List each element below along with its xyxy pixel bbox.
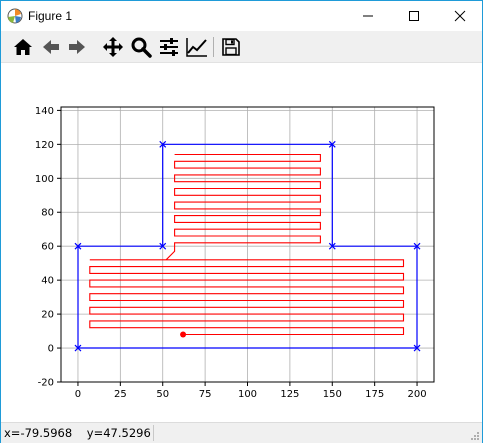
boundary-vertex-marker [74,344,82,352]
boundary-vertex-marker [328,140,336,148]
y-tick-label: 60 [41,242,54,253]
floppy-disk-icon [222,38,240,56]
y-tick-label: -20 [38,378,54,389]
x-tick-label: 200 [407,389,426,400]
home-button[interactable] [11,35,35,59]
navigation-toolbar [1,31,482,63]
status-divider [153,425,154,441]
cursor-coordinates: x=-79.5968 y=47.5296 [4,426,151,440]
y-tick-label: 100 [35,174,54,185]
figure-canvas[interactable]: 0 25 50 75 100 125 150 175 200 -20 0 20 40 60 80 100 120… [1,64,482,422]
maximize-icon [409,11,419,21]
title-bar[interactable]: Figure 1 [1,1,482,31]
y-tick-label: 120 [35,140,54,151]
window-title: Figure 1 [28,9,73,23]
boundary-vertex-marker [328,242,336,250]
x-tick-label: 100 [238,389,257,400]
arrow-left-icon [43,40,59,54]
home-icon [14,39,32,55]
y-tick-label: 0 [48,344,54,355]
zoom-button[interactable] [129,35,153,59]
x-tick-label: 25 [114,389,127,400]
toolbar-separator [213,37,214,57]
sliders-icon [160,38,178,56]
path-start-marker [180,331,187,338]
boundary-vertex-marker [413,242,421,250]
chart-line-icon [186,38,207,57]
forward-button[interactable] [65,35,89,59]
boundary-vertex-marker [159,242,167,250]
magnifier-icon [131,37,152,58]
minimize-button[interactable] [345,1,391,31]
y-tick-label: 20 [41,310,54,321]
y-tick-label: 40 [41,276,54,287]
x-tick-label: 75 [199,389,212,400]
close-icon [454,10,466,22]
coverage-path-line [89,153,405,336]
edit-axes-button[interactable] [185,35,209,59]
minimize-icon [363,15,373,17]
y-tick-label: 80 [41,208,54,219]
close-button[interactable] [437,1,483,31]
boundary-vertex-marker [74,242,82,250]
arrow-right-icon [69,40,85,54]
move-icon [103,37,123,57]
configure-subplots-button[interactable] [157,35,181,59]
app-icon [7,8,23,24]
x-tick-label: 150 [323,389,342,400]
plot-area[interactable]: 0 25 50 75 100 125 150 175 200 -20 0 20 40 60 80 100 120… [1,64,482,422]
y-tick-label: 140 [35,106,54,117]
boundary-vertex-marker [413,344,421,352]
x-tick-label: 125 [280,389,299,400]
pan-button[interactable] [101,35,125,59]
maximize-button[interactable] [391,1,437,31]
save-button[interactable] [219,35,243,59]
x-tick-label: 175 [365,389,384,400]
x-tick-label: 0 [75,389,81,400]
resize-grip-icon[interactable] [470,431,480,441]
back-button[interactable] [39,35,63,59]
status-bar: x=-79.5968 y=47.5296 [1,422,482,443]
x-tick-label: 50 [156,389,169,400]
boundary-vertex-marker [159,140,167,148]
